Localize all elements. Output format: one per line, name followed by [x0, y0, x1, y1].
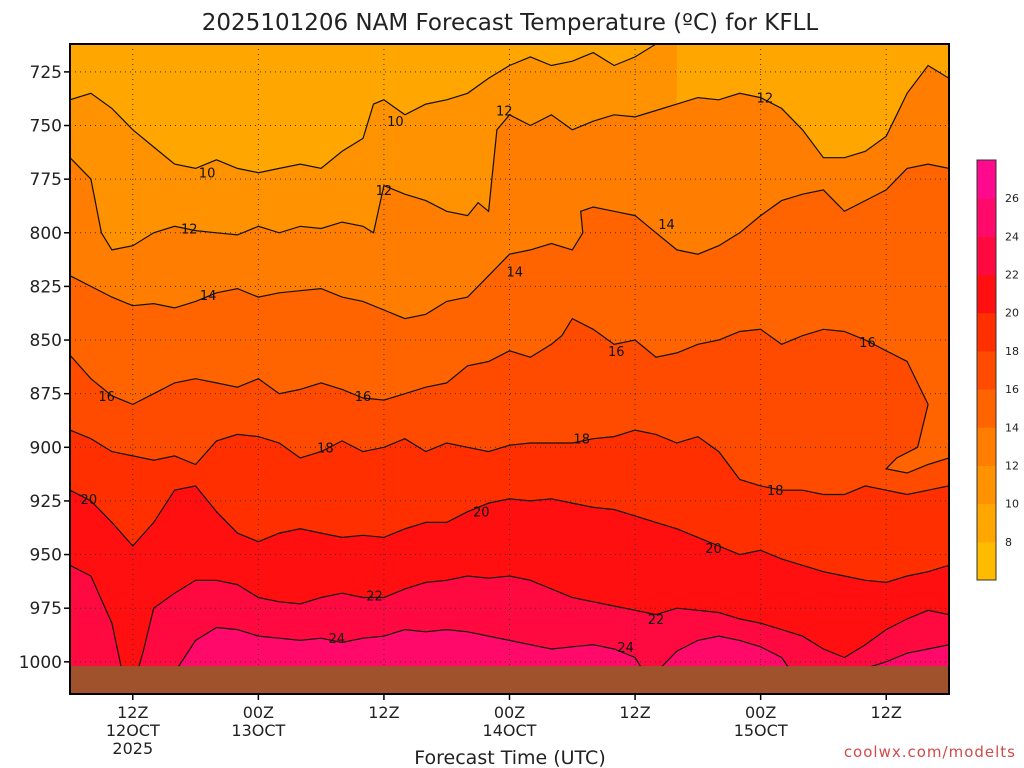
credit-link[interactable]: coolwx.com/modelts [844, 743, 1016, 761]
colorbar-segment-5 [977, 350, 996, 390]
colorbar-segment-9 [977, 198, 996, 237]
colorbar-segment-1 [977, 503, 996, 543]
y-tick-label-775: 775 [30, 170, 62, 190]
ground-surface [70, 666, 949, 694]
contour-label-12-2: 12 [376, 184, 393, 199]
colorbar-legend: 8 10 12 14 16 18 20 22 24 26 [976, 159, 1019, 581]
contour-label-20-17: 20 [473, 506, 490, 521]
y-tick-label-1000: 1000 [19, 653, 62, 673]
x-tick-label-36-0: 12Z [368, 703, 399, 722]
contour-label-14-6: 14 [200, 289, 217, 304]
contour-12 [70, 64, 949, 251]
colorbar-segment-10 [977, 160, 996, 199]
x-tick-label-84-0: 12Z [871, 703, 902, 722]
colorbar-label-26: 26 [1005, 192, 1019, 205]
y-tick-label-900: 900 [30, 438, 62, 458]
colorbar-segment-7 [977, 274, 996, 314]
chart-title: 2025101206 NAM Forecast Temperature (ºC)… [202, 10, 819, 36]
contour-label-16-9: 16 [98, 390, 115, 405]
contour-label-22-20: 22 [648, 613, 665, 628]
contour-label-12-4: 12 [181, 222, 198, 237]
contour-label-18-15: 18 [767, 484, 784, 499]
x-tick-label-12-0: 12Z [117, 703, 148, 722]
y-tick-label-800: 800 [30, 224, 62, 244]
colorbar-label-22: 22 [1005, 269, 1019, 282]
contour-label-18-13: 18 [317, 441, 334, 456]
colorbar-segment-8 [977, 236, 996, 276]
contour-label-18-14: 18 [573, 433, 590, 448]
colorbar-label-18: 18 [1005, 345, 1019, 358]
plot-area: 10 10 12 12 12 12 14 14 14 16 16 16 16 18 18 18 20 20 20 22… [70, 44, 949, 694]
colorbar-label-24: 24 [1005, 230, 1019, 243]
x-axis-label: Forecast Time (UTC) [414, 747, 605, 768]
colorbar-label-16: 16 [1005, 383, 1019, 396]
colorbar-label-14: 14 [1005, 421, 1019, 434]
colorbar-segment-3 [977, 427, 996, 466]
x-tick-label-24-0: 00Z [243, 703, 274, 722]
contour-labels: 10 10 12 12 12 12 14 14 14 16 16 16 16 18 18 18 20 20 20 22… [81, 92, 876, 656]
x-tick-label-24-1: 13OCT [231, 721, 285, 740]
colorbar-segment-0 [977, 541, 996, 581]
y-tick-label-825: 825 [30, 277, 62, 297]
contour-label-12-3: 12 [496, 105, 513, 120]
contour-20 [70, 485, 949, 584]
contour-label-12-5: 12 [757, 92, 774, 107]
contour-14 [70, 163, 949, 320]
y-tick-label-850: 850 [30, 331, 62, 351]
colorbar-label-8: 8 [1005, 536, 1012, 549]
y-tick-label-875: 875 [30, 385, 62, 405]
contour-label-10-0: 10 [199, 167, 216, 182]
colorbar-frame [976, 159, 997, 581]
colorbar-segment-4 [977, 389, 996, 428]
contour-label-24-22: 24 [617, 641, 634, 656]
contour-label-16-12: 16 [859, 336, 876, 351]
contour-label-14-7: 14 [506, 265, 523, 280]
contour-label-20-16: 20 [81, 493, 98, 508]
y-tick-label-950: 950 [30, 546, 62, 566]
colorbar-label-20: 20 [1005, 307, 1019, 320]
contour-label-16-10: 16 [355, 390, 372, 405]
y-tick-label-750: 750 [30, 117, 62, 137]
colorbar-segment-2 [977, 465, 996, 505]
x-tick-label-72-1: 15OCT [734, 721, 788, 740]
grid-lines [70, 44, 949, 694]
y-tick-label-925: 925 [30, 492, 62, 512]
x-tick-label-12-1: 12OCT [106, 721, 160, 740]
x-tick-label-12-2: 2025 [112, 739, 153, 758]
x-tick-label-72-0: 00Z [745, 703, 776, 722]
y-tick-label-725: 725 [30, 63, 62, 83]
contour-label-22-19: 22 [366, 589, 383, 604]
contour-10 [70, 44, 657, 174]
x-tick-label-60-0: 12Z [619, 703, 650, 722]
contour-label-14-8: 14 [658, 218, 675, 233]
contour-label-24-21: 24 [329, 632, 346, 647]
y-axis: 725 750 775 800 825 850 875 900 925 950 975 1000 [19, 63, 70, 673]
contour-label-20-18: 20 [705, 542, 722, 557]
x-tick-label-48-1: 14OCT [483, 721, 537, 740]
contour-22 [70, 564, 949, 689]
contour-label-10-1: 10 [387, 115, 404, 130]
x-tick-label-48-0: 00Z [494, 703, 525, 722]
colorbar-label-10: 10 [1005, 498, 1019, 511]
contour-16 [70, 317, 949, 474]
colorbar-segment-6 [977, 312, 996, 352]
colorbar-label-12: 12 [1005, 459, 1019, 472]
contour-lines [70, 44, 949, 689]
contour-label-16-11: 16 [608, 345, 625, 360]
contour-18 [70, 429, 949, 496]
y-tick-label-975: 975 [30, 599, 62, 619]
